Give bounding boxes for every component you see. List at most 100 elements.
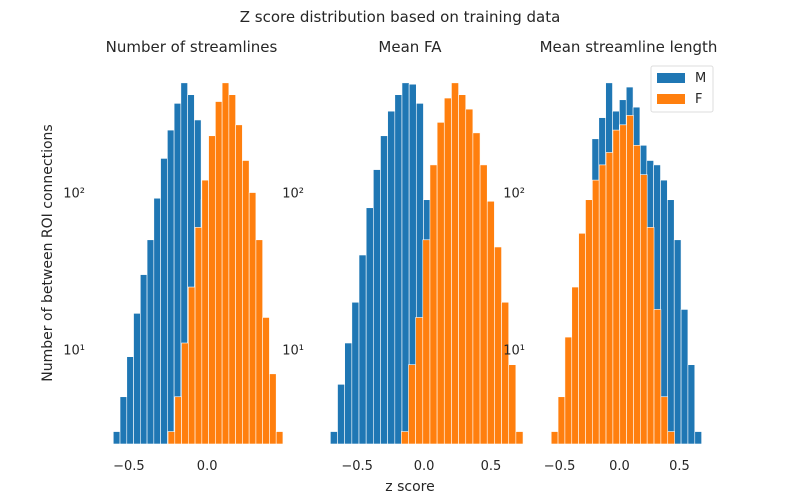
figure-suptitle: Z score distribution based on training d…	[240, 8, 561, 26]
legend-label-f: F	[695, 92, 702, 107]
bar-f-12	[486, 200, 495, 445]
y-tick-labels: 10¹ 10²	[63, 187, 85, 359]
bar-f-12	[633, 144, 641, 445]
bar-f-16	[275, 431, 284, 445]
bar-m-15	[694, 431, 702, 445]
bar-f-9	[612, 129, 621, 445]
histogram-bars	[330, 82, 524, 445]
y-axis-label: Number of between ROI connections	[40, 124, 56, 381]
bar-f-2	[181, 342, 189, 445]
bar-f-17	[667, 431, 675, 445]
bar-m-2	[344, 342, 353, 445]
bar-f-11	[626, 115, 634, 445]
bar-f-11	[242, 160, 250, 445]
bar-m-2	[126, 356, 134, 445]
x-axis-label: z score	[385, 479, 434, 495]
bar-m-4	[140, 274, 148, 445]
bar-f-15	[508, 364, 517, 445]
x-tick-label: 0.0	[197, 459, 218, 474]
bar-f-2	[415, 317, 424, 445]
bar-f-16	[515, 431, 524, 445]
bar-f-10	[619, 124, 627, 445]
bar-f-3	[188, 286, 196, 445]
bar-f-8	[605, 152, 614, 445]
bar-f-6	[592, 179, 600, 445]
histogram-bars	[112, 82, 284, 445]
bar-f-3	[422, 239, 431, 445]
x-tick-labels: −0.5 0.0 0.5	[341, 459, 501, 474]
bar-m-3	[351, 301, 360, 445]
y-tick-labels: 10¹ 10²	[503, 187, 525, 359]
bar-f-16	[660, 396, 669, 445]
bar-m-13	[680, 309, 689, 445]
bar-f-5	[436, 122, 445, 445]
bar-m-8	[167, 129, 175, 445]
legend-label-m: M	[695, 71, 706, 86]
bar-f-14	[646, 227, 655, 445]
panel-title: Mean streamline length	[540, 38, 718, 56]
bar-m-9	[394, 94, 403, 445]
y-tick-label: 10¹	[63, 344, 85, 359]
panel-mean-streamline-length: Mean streamline length −0.5 0.0 0.5 10¹ 10²…	[503, 38, 717, 474]
bar-m-12	[673, 239, 682, 445]
bar-f-0	[167, 431, 176, 445]
legend-swatch-f	[657, 94, 685, 104]
bar-m-0	[112, 431, 121, 445]
bar-f-13	[640, 174, 648, 445]
y-tick-label: 10¹	[503, 344, 525, 359]
y-tick-label: 10²	[282, 187, 304, 202]
bar-f-13	[494, 246, 502, 445]
legend-swatch-m	[657, 73, 685, 83]
bar-f-7	[598, 164, 607, 445]
bar-f-5	[201, 179, 209, 445]
bar-f-7	[215, 101, 223, 445]
bar-f-8	[221, 82, 230, 445]
bar-m-10	[401, 82, 410, 445]
panel-number-of-streamlines: Number of streamlines −0.5 0.0 10¹ 10²	[63, 38, 284, 474]
x-tick-label: 0.5	[481, 459, 502, 474]
bar-m-6	[373, 169, 381, 445]
bar-f-4	[194, 227, 203, 445]
x-tick-labels: −0.5 0.0	[113, 459, 217, 474]
bar-m-1	[119, 396, 128, 445]
bar-f-15	[269, 373, 277, 445]
x-tick-label: 0.0	[609, 459, 630, 474]
panel-title: Number of streamlines	[106, 38, 278, 56]
bar-m-8	[387, 110, 396, 445]
bar-f-6	[208, 135, 216, 445]
bar-f-8	[458, 94, 467, 445]
histogram-bars	[550, 82, 702, 445]
bar-f-0	[400, 431, 409, 445]
bar-f-2	[564, 336, 573, 445]
bar-f-14	[501, 301, 510, 445]
bar-f-15	[653, 309, 662, 445]
bar-m-3	[133, 313, 141, 445]
y-tick-label: 10²	[63, 187, 85, 202]
bar-f-10	[235, 124, 243, 445]
x-tick-labels: −0.5 0.0 0.5	[544, 459, 690, 474]
bar-m-0	[330, 431, 338, 445]
bar-m-6	[153, 197, 161, 445]
y-tick-label: 10²	[503, 187, 525, 202]
bar-m-7	[160, 158, 168, 445]
bar-f-3	[571, 286, 579, 445]
y-tick-label: 10¹	[282, 344, 304, 359]
bar-f-1	[557, 396, 566, 445]
x-tick-label: 0.0	[414, 459, 435, 474]
bar-f-6	[443, 97, 452, 445]
panel-title: Mean FA	[378, 38, 442, 56]
x-tick-label: −0.5	[113, 459, 145, 474]
y-tick-labels: 10¹ 10²	[282, 187, 304, 359]
bar-f-1	[408, 364, 416, 445]
panel-mean-fa: Mean FA −0.5 0.0 0.5 10¹ 10²	[282, 38, 524, 474]
bar-m-9	[173, 103, 182, 445]
bar-f-4	[578, 232, 586, 445]
bar-m-7	[380, 135, 388, 445]
bar-f-13	[255, 239, 263, 445]
bar-f-0	[550, 431, 559, 445]
bar-m-5	[365, 207, 374, 445]
x-tick-label: 0.5	[669, 459, 690, 474]
bar-f-12	[248, 192, 257, 445]
x-tick-label: −0.5	[341, 459, 373, 474]
